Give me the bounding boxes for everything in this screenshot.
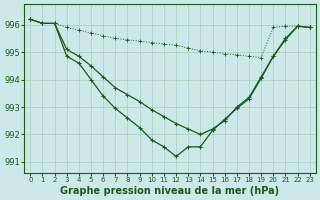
- X-axis label: Graphe pression niveau de la mer (hPa): Graphe pression niveau de la mer (hPa): [60, 186, 280, 196]
